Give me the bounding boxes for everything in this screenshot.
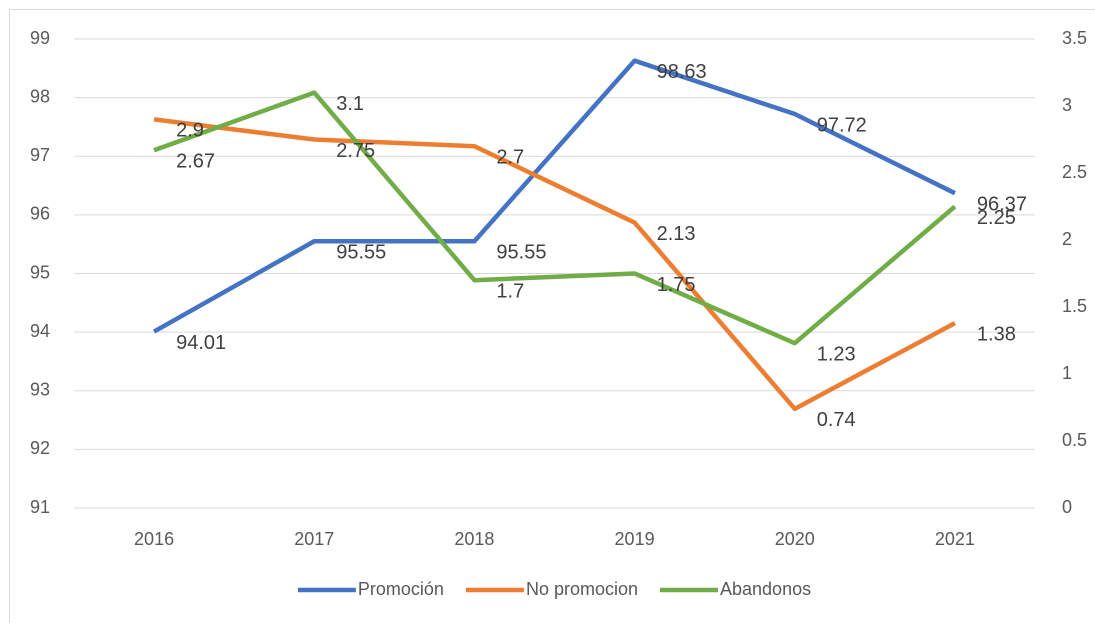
y-tick-label: 98 xyxy=(30,86,50,106)
y2-tick-label: 3.5 xyxy=(1062,28,1087,48)
data-label: 2.67 xyxy=(176,151,215,173)
data-label: 2.75 xyxy=(336,140,375,162)
y2-tick-label: 1 xyxy=(1062,363,1072,383)
data-label: 2.7 xyxy=(496,146,524,168)
series-line xyxy=(153,90,957,346)
data-label: 3.1 xyxy=(336,93,364,115)
data-label: 1.23 xyxy=(817,343,856,365)
data-label: 94.01 xyxy=(176,332,226,354)
chart-frame xyxy=(9,9,1095,623)
y-tick-label: 99 xyxy=(30,28,50,48)
x-tick-label: 2016 xyxy=(134,529,174,549)
y2-tick-label: 1.5 xyxy=(1062,296,1087,316)
data-label: 2.25 xyxy=(977,207,1016,229)
legend-label: Promoción xyxy=(358,579,444,599)
series-line xyxy=(153,117,956,412)
data-label: 97.72 xyxy=(817,114,867,136)
y-tick-label: 97 xyxy=(30,145,50,165)
series-line xyxy=(152,58,956,334)
y2-tick-label: 3 xyxy=(1062,95,1072,115)
y2-tick-label: 2 xyxy=(1062,229,1072,249)
x-tick-label: 2019 xyxy=(615,529,655,549)
data-label: 1.75 xyxy=(657,274,696,296)
data-label: 1.7 xyxy=(496,280,524,302)
x-tick-label: 2021 xyxy=(935,529,975,549)
legend-label: No promocion xyxy=(526,579,638,599)
y2-tick-label: 0 xyxy=(1062,497,1072,517)
data-label: 95.55 xyxy=(496,242,546,264)
y-tick-label: 94 xyxy=(30,321,50,341)
y-tick-label: 92 xyxy=(30,438,50,458)
y2-tick-label: 0.5 xyxy=(1062,430,1087,450)
y-tick-label: 95 xyxy=(30,262,50,282)
y-tick-label: 91 xyxy=(30,497,50,517)
y-tick-label: 96 xyxy=(30,204,50,224)
data-label: 0.74 xyxy=(817,409,856,431)
data-label: 98.63 xyxy=(657,61,707,83)
data-label: 2.9 xyxy=(176,120,204,142)
legend: Promoción No promocion Abandonos xyxy=(297,579,811,599)
y2-tick-label: 2.5 xyxy=(1062,162,1087,182)
x-tick-label: 2017 xyxy=(294,529,334,549)
y-tick-label: 93 xyxy=(30,380,50,400)
legend-label: Abandonos xyxy=(720,579,811,599)
data-label: 1.38 xyxy=(977,323,1016,345)
data-label: 96.37 xyxy=(977,193,1027,215)
data-label: 2.13 xyxy=(657,223,696,245)
x-tick-label: 2020 xyxy=(775,529,815,549)
x-tick-label: 2018 xyxy=(454,529,494,549)
data-label: 95.55 xyxy=(336,242,386,264)
